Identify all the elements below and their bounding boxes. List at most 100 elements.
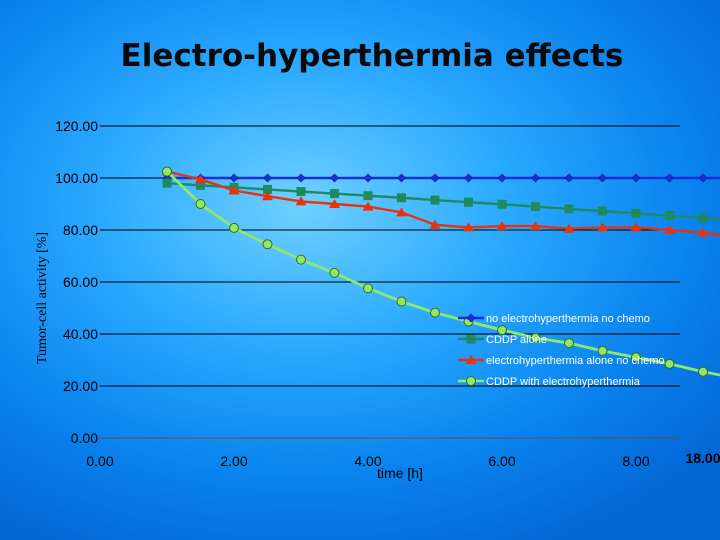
data-point: [531, 173, 540, 183]
data-point: [531, 202, 540, 212]
data-point: [430, 173, 440, 183]
data-point: [697, 227, 709, 237]
axes: 0.00 20.00 40.00 60.00 80.00 100.00 120.00 0.00…: [55, 118, 720, 469]
data-point: [229, 222, 239, 233]
y-tick-label: 0.00: [71, 430, 98, 446]
data-point: [196, 180, 205, 190]
legend-label: CDDP with electrohyperthermia: [486, 376, 641, 388]
series-2: [162, 178, 720, 223]
data-point: [162, 178, 172, 188]
data-point: [563, 223, 575, 233]
legend-label: CDDP alone: [486, 334, 547, 346]
data-point: [598, 173, 607, 183]
series-layer: [161, 166, 720, 377]
x-tick-label: 6.00: [488, 453, 515, 469]
data-point: [463, 222, 474, 232]
chart-title: Electro-hyperthermia effects: [120, 38, 624, 74]
data-point: [195, 199, 206, 209]
data-point: [496, 221, 508, 231]
data-point: [430, 195, 440, 205]
data-point: [497, 173, 507, 183]
data-point: [631, 173, 641, 183]
data-point: [363, 173, 373, 183]
data-point: [296, 173, 306, 183]
data-point: [296, 254, 306, 265]
data-point: [429, 219, 441, 229]
series-4: [162, 166, 720, 377]
data-point: [530, 332, 541, 343]
legend-label: no electrohyperthermia no chemo: [486, 313, 650, 325]
data-point: [229, 173, 239, 183]
gridlines: [100, 125, 680, 387]
data-point: [665, 211, 674, 221]
data-point: [530, 221, 541, 231]
data-point: [362, 201, 374, 211]
data-point: [665, 173, 674, 183]
data-point: [497, 325, 507, 336]
data-point: [564, 173, 574, 183]
data-point: [228, 185, 240, 195]
legend-swatch-marker: [466, 313, 476, 323]
data-point: [430, 307, 440, 318]
data-point: [497, 199, 507, 209]
x-tick-label: 0.00: [86, 453, 113, 469]
data-point: [631, 208, 641, 218]
data-point: [396, 207, 407, 217]
data-point: [162, 166, 172, 177]
data-point: [262, 191, 273, 201]
data-point: [664, 225, 675, 234]
legend-item: electrohyperthermia alone no chemo: [458, 355, 665, 367]
data-point: [396, 296, 407, 307]
data-point: [698, 366, 708, 377]
x-tick-label: 4.00: [354, 453, 381, 469]
data-point: [262, 239, 273, 250]
data-point: [630, 222, 642, 232]
data-point: [329, 199, 340, 208]
y-tick-label: 40.00: [63, 326, 98, 342]
series-line: [166, 182, 720, 221]
legend-item: CDDP with electrohyperthermia: [458, 376, 641, 388]
y-axis-title: Tumor-cell activity [%]: [35, 232, 50, 364]
x-axis-title: time [h]: [377, 465, 423, 481]
legend-item: CDDP alone: [458, 334, 547, 346]
y-tick-label: 60.00: [63, 274, 98, 290]
y-tick-label: 20.00: [63, 378, 98, 394]
x-tick-label: 2.00: [220, 453, 247, 469]
data-point: [464, 197, 473, 207]
data-point: [330, 189, 339, 199]
x-tick-label: 18.00: [685, 450, 720, 466]
data-point: [263, 184, 272, 194]
data-point: [597, 222, 608, 232]
data-point: [698, 173, 708, 183]
data-point: [397, 193, 406, 203]
legend: no electrohyperthermia no chemo CDDP alon…: [458, 313, 665, 388]
data-point: [598, 206, 607, 216]
legend-item: no electrohyperthermia no chemo: [458, 313, 650, 325]
data-point: [195, 174, 206, 184]
data-point: [698, 213, 708, 223]
data-point: [329, 267, 340, 278]
data-point: [631, 352, 641, 363]
data-point: [397, 173, 406, 183]
data-point: [564, 204, 574, 214]
data-point: [464, 173, 473, 183]
data-point: [263, 173, 272, 183]
data-point: [330, 173, 339, 183]
legend-label: electrohyperthermia alone no chemo: [486, 355, 665, 367]
data-point: [363, 283, 373, 294]
x-tick-label: 8.00: [622, 453, 649, 469]
legend-swatch-marker: [465, 355, 477, 364]
data-point: [664, 358, 675, 369]
series-1: [162, 173, 720, 183]
legend-swatch-marker: [466, 334, 476, 344]
y-tick-label: 100.00: [55, 170, 98, 186]
data-point: [597, 345, 608, 356]
data-point: [564, 338, 574, 349]
legend-swatch-marker: [466, 376, 476, 386]
y-tick-label: 80.00: [63, 222, 98, 238]
y-tick-label: 120.00: [55, 118, 98, 134]
data-point: [296, 187, 306, 197]
data-point: [363, 191, 373, 201]
data-point: [295, 196, 307, 206]
